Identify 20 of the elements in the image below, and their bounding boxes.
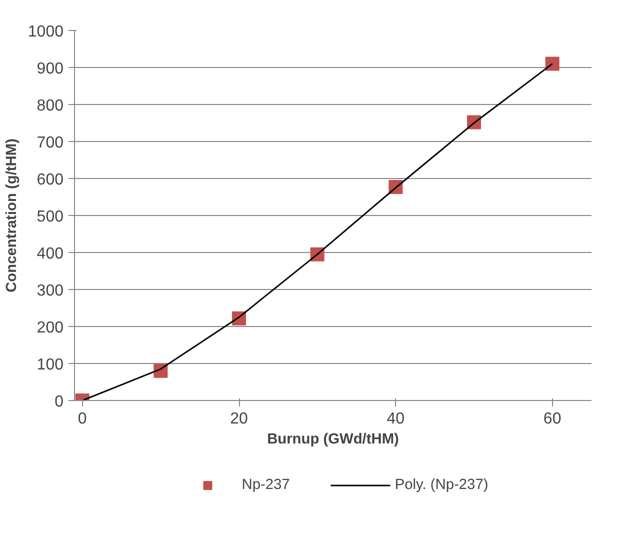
y-tick-label: 600 [36, 172, 64, 188]
x-axis-title: Burnup (GWd/tHM) [267, 432, 400, 448]
x-tick-label: 0 [78, 410, 87, 428]
y-tick-label: 700 [36, 134, 64, 152]
legend-label: Poly. (Np-237) [394, 477, 488, 493]
y-tick-label: 400 [36, 246, 64, 262]
x-tick-label: 40 [386, 410, 405, 428]
y-tick-label: 300 [36, 282, 64, 300]
y-tick-label: 800 [36, 98, 64, 114]
y-tick-label: 100 [36, 356, 64, 374]
y-axis-title: Concentration (g/tHM) [4, 138, 20, 292]
y-tick-label: 900 [36, 60, 64, 78]
y-tick-label: 1000 [28, 24, 64, 40]
x-tick-label: 20 [230, 410, 248, 428]
y-tick-label: 500 [36, 208, 64, 226]
point [545, 56, 560, 71]
legend-label: Np-237 [242, 477, 290, 493]
x-tick-label: 60 [543, 410, 562, 428]
y-tick-label: 200 [36, 320, 64, 336]
y-tick-label: 0 [54, 394, 64, 410]
